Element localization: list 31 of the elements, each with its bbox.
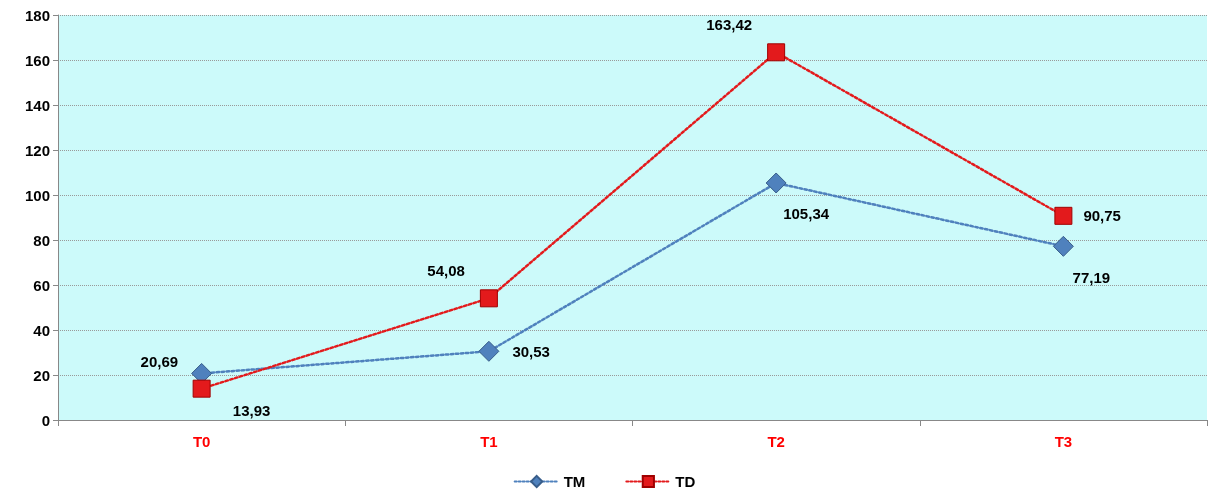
- point: [767, 43, 786, 62]
- y-tick-label: 40: [33, 321, 50, 339]
- y-tick-label: 160: [24, 51, 50, 69]
- point: [478, 340, 500, 362]
- x-tick-label: T0: [192, 433, 211, 450]
- y-tick-label: 140: [24, 96, 50, 114]
- y-tick-label: 0: [41, 411, 50, 429]
- data-label: 13,93: [232, 401, 271, 419]
- x-tick-label: T3: [1054, 433, 1073, 450]
- data-label: 90,75: [1083, 207, 1121, 225]
- data-label: 20,69: [140, 352, 179, 370]
- data-label: 54,08: [427, 261, 465, 279]
- point: [1052, 235, 1074, 257]
- data-label: 105,34: [783, 205, 830, 223]
- point: [765, 172, 787, 194]
- point: [1054, 206, 1073, 225]
- x-tick-label: T2: [767, 433, 785, 450]
- data-label: 77,19: [1072, 268, 1111, 286]
- data-label: 163,42: [706, 15, 753, 33]
- y-tick-label: 120: [24, 141, 50, 159]
- y-tick-label: 100: [24, 186, 50, 204]
- x-tick-label: T1: [480, 433, 498, 450]
- point: [479, 289, 498, 308]
- y-tick-label: 80: [33, 231, 50, 249]
- data-label: 30,53: [512, 342, 550, 360]
- y-tick-label: 60: [33, 276, 50, 294]
- legend-label: TD: [675, 473, 696, 490]
- y-tick-label: 180: [24, 6, 50, 24]
- point: [192, 379, 211, 398]
- y-tick-label: 20: [33, 366, 50, 384]
- legend-label: TM: [563, 473, 586, 490]
